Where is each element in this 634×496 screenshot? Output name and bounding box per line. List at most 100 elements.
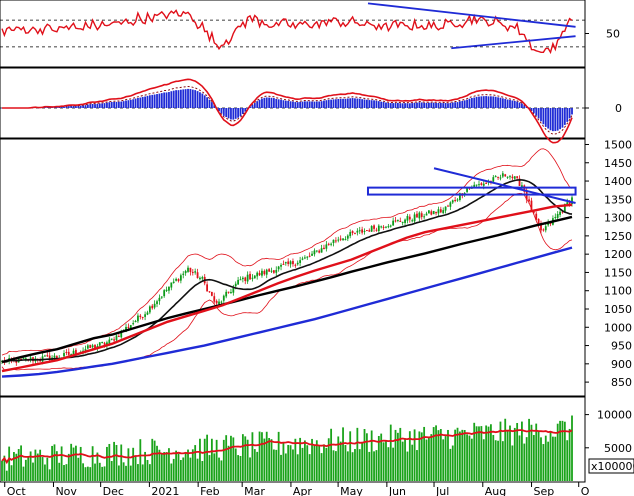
macd-histogram-bar [160, 93, 163, 108]
volume-bar [153, 440, 156, 481]
price-trendline [433, 167, 576, 204]
volume-bar [380, 433, 383, 481]
macd-histogram-bar [506, 99, 509, 108]
macd-histogram-bar [65, 106, 68, 108]
macd-histogram-bar [568, 108, 571, 119]
volume-bar [13, 452, 15, 481]
macd-histogram-bar [449, 102, 452, 108]
candle-body [137, 315, 139, 322]
candle-body [89, 344, 92, 348]
volume-bar [270, 439, 273, 481]
volume-bar [241, 434, 244, 481]
macd-histogram-bar [363, 99, 366, 108]
volume-bar [213, 453, 216, 481]
candle-body [256, 272, 259, 277]
volume-bar [230, 435, 232, 481]
candle-body [566, 202, 569, 205]
candle-body [199, 277, 201, 280]
candle-body [571, 197, 573, 205]
candle-body [275, 269, 278, 273]
volume-bar [394, 429, 397, 481]
macd-histogram-bar [468, 98, 471, 108]
macd-histogram-bar [82, 105, 84, 108]
macd-histogram-bar [346, 98, 349, 108]
macd-histogram-bar [466, 99, 468, 108]
volume-bar [447, 429, 449, 481]
candle-body [46, 355, 49, 357]
macd-histogram-bar [549, 108, 552, 131]
macd-histogram-bar [315, 101, 318, 108]
volume-bar [511, 445, 514, 481]
volume-bar [294, 438, 297, 481]
volume-bar [191, 449, 194, 481]
macd-histogram-bar [437, 102, 440, 108]
candle-body [272, 270, 275, 273]
macd-histogram-bar [377, 101, 380, 108]
candle-body [289, 261, 292, 265]
macd-histogram-bar [284, 100, 287, 108]
candle-body [106, 342, 108, 346]
price-tick-label: 1450 [604, 157, 632, 170]
volume-bar [194, 445, 197, 481]
macd-histogram-bar [113, 101, 115, 108]
volume-bar [60, 446, 63, 481]
volume-bar [518, 435, 521, 481]
candle-body [480, 183, 483, 185]
volume-bar [163, 452, 166, 481]
macd-histogram-bar [401, 103, 404, 108]
candle-body [294, 264, 297, 266]
macd-histogram-bar [280, 99, 282, 108]
volume-bar [94, 463, 96, 481]
volume-bar [27, 457, 30, 481]
candle-body [320, 248, 323, 253]
volume-bar [282, 442, 285, 481]
macd-histogram-bar [358, 98, 361, 108]
candle-body [361, 229, 364, 233]
candle-body [239, 279, 242, 281]
candle-body [196, 272, 199, 279]
volume-bar [203, 438, 206, 481]
macd-histogram-bar [134, 98, 137, 108]
volume-bar [275, 449, 278, 481]
volume-bar [461, 429, 464, 481]
macd-histogram-bar [132, 99, 135, 108]
volume-bar [75, 445, 77, 481]
candle-body [437, 209, 440, 214]
candle-body [253, 275, 256, 279]
macd-histogram-bar [423, 102, 426, 108]
volume-bar [485, 425, 488, 481]
volume-bar [67, 453, 70, 481]
volume-bar [72, 447, 75, 481]
macd-histogram-bar [454, 102, 457, 108]
candle-body [344, 239, 347, 241]
candle-body [327, 243, 330, 245]
candle-body [494, 176, 497, 178]
candle-body [492, 177, 495, 182]
volume-bar [239, 455, 242, 481]
macd-histogram-bar [249, 106, 251, 108]
volume-bar [509, 425, 511, 481]
volume-bar [480, 426, 483, 481]
candle-body [356, 230, 359, 233]
candle-body [330, 243, 333, 245]
macd-histogram-bar [554, 108, 557, 132]
volume-bar [487, 426, 490, 481]
x-tick-label: Jul [435, 485, 449, 496]
macd-histogram-bar [220, 108, 223, 114]
volume-bar [256, 451, 259, 481]
volume-bar [110, 461, 113, 481]
volume-bar [187, 449, 189, 481]
candle-body [110, 338, 113, 340]
candle-body [385, 226, 387, 228]
macd-histogram-bar [439, 102, 442, 108]
macd-histogram-bar [559, 108, 561, 130]
macd-histogram-bar [148, 95, 151, 108]
x-tick-label: Feb [200, 485, 219, 496]
rsi-trendline [367, 2, 576, 28]
macd-histogram-bar [98, 103, 101, 108]
volume-bar [399, 427, 402, 481]
macd-histogram-bar [75, 106, 77, 108]
candle-body [151, 305, 154, 309]
volume-bar [177, 453, 180, 481]
